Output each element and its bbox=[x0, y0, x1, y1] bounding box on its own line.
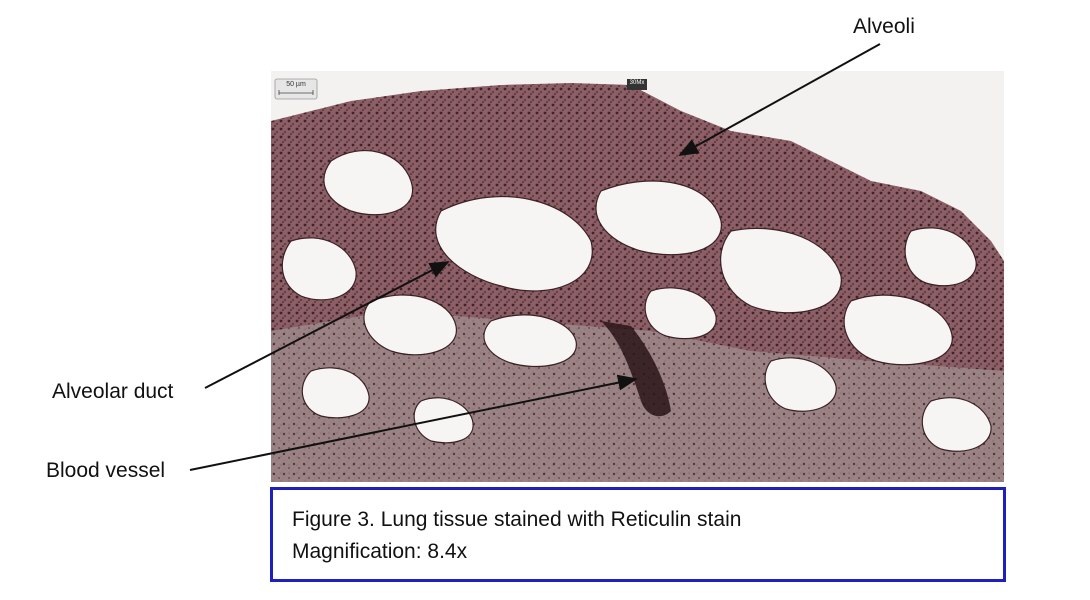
blood-vessel-region bbox=[601, 321, 671, 417]
scale-bar-text: 50 µm bbox=[286, 81, 306, 88]
alveoli-label: Alveoli bbox=[853, 15, 915, 38]
zoom-badge-text: 30Mx bbox=[629, 80, 645, 86]
scale-bar bbox=[274, 78, 318, 100]
blood-vessel-label: Blood vessel bbox=[46, 459, 166, 482]
alveolar-duct-label: Alveolar duct bbox=[52, 380, 174, 403]
figure-caption-box: Figure 3. Lung tissue stained with Retic… bbox=[270, 487, 1006, 582]
caption-title: Figure 3. Lung tissue stained with Retic… bbox=[292, 508, 742, 531]
caption-magnification: Magnification: 8.4x bbox=[292, 540, 468, 563]
zoom-badge bbox=[627, 79, 647, 90]
lung-tissue-micrograph bbox=[271, 71, 1004, 482]
